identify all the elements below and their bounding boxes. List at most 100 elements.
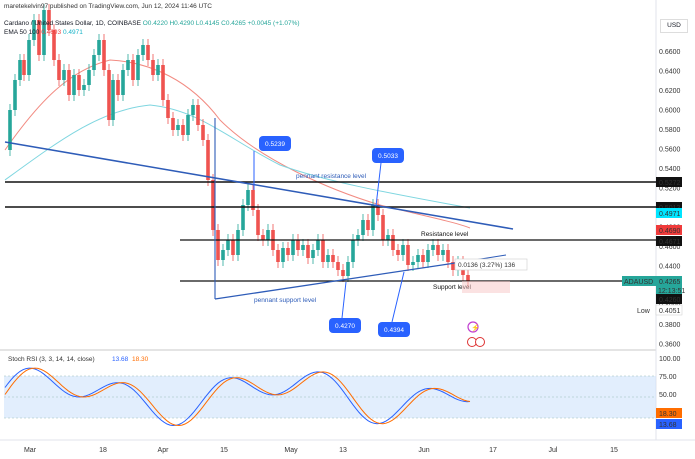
candle-body	[57, 60, 61, 80]
candle-body	[326, 255, 330, 262]
svg-text:18.30: 18.30	[659, 411, 677, 418]
candle-body	[441, 250, 445, 255]
measure-range-shade	[462, 281, 510, 293]
candle-body	[266, 230, 270, 240]
candle-body	[161, 65, 165, 100]
candle-body	[87, 70, 91, 85]
candle-body	[166, 100, 170, 118]
candle-body	[386, 235, 390, 240]
price-tick: 0.5600	[659, 147, 681, 154]
candle-body	[27, 40, 31, 75]
price-tick: 0.6600	[659, 49, 681, 56]
candle-body	[22, 60, 26, 75]
candle-body	[291, 240, 295, 255]
callout-2: 0.5033	[372, 148, 404, 207]
candle-body	[366, 220, 370, 230]
candle-body	[221, 250, 225, 260]
candle-body	[186, 115, 190, 135]
candle-body	[246, 190, 250, 205]
candle-body	[341, 270, 345, 276]
stoch-k-value: 13.68	[112, 356, 129, 363]
us-flag-icon-2[interactable]	[475, 337, 485, 347]
candle-body	[376, 205, 380, 215]
candle-body	[381, 215, 385, 240]
candle-body	[126, 60, 130, 70]
candle-body	[97, 40, 101, 55]
price-tick: 0.4400	[659, 264, 681, 271]
candle-body	[206, 140, 210, 180]
price-tick: 0.3600	[659, 342, 681, 349]
pennant-resistance-line	[4, 141, 514, 230]
candle-body	[421, 255, 425, 262]
measure-box	[454, 258, 528, 271]
price-tick: 0.5800	[659, 127, 681, 134]
candle-body	[67, 70, 71, 95]
candle-body	[301, 245, 305, 250]
support-label: Support level	[433, 284, 471, 291]
candle-body	[191, 105, 195, 115]
pennant-support-label: pennant support level	[254, 297, 317, 304]
candle-body	[241, 205, 245, 230]
candle-body	[261, 235, 265, 240]
ema-100-line	[4, 104, 471, 209]
candle-body	[216, 230, 220, 260]
candle-body	[336, 262, 340, 270]
svg-text:0.5272: 0.5272	[659, 180, 681, 187]
price-tick: 0.5200	[659, 186, 681, 193]
stoch-tick: 100.00	[659, 356, 681, 363]
candle-body	[331, 255, 335, 262]
time-axis: Mar 18 Apr 15 May 13 Jun 17 Jul 15	[24, 447, 618, 454]
candle-body	[151, 60, 155, 75]
lightning-icon[interactable]	[467, 321, 479, 333]
price-tick: 0.5400	[659, 166, 681, 173]
pennant-resistance-label: pennant resistance level	[296, 173, 367, 180]
candle-body	[181, 125, 185, 135]
candle-body	[18, 60, 22, 80]
price-tick: 0.3800	[659, 322, 681, 329]
candle-body	[37, 20, 41, 55]
candle-body	[306, 245, 310, 258]
svg-text:0.4265: 0.4265	[659, 279, 681, 286]
callout-1: 0.5239	[253, 136, 291, 190]
svg-text:0.4270: 0.4270	[335, 323, 355, 330]
candle-body	[276, 250, 280, 262]
symbol-name: Cardano / United States Dollar, 1D, COIN…	[4, 20, 141, 27]
candle-body	[296, 240, 300, 250]
candles	[8, 4, 470, 287]
candle-body	[396, 250, 400, 255]
currency-button[interactable]: USD	[660, 19, 688, 33]
price-label-low: 0.4051	[655, 304, 683, 316]
time-tick: Apr	[158, 447, 170, 454]
candle-body	[92, 55, 96, 70]
candle-body	[211, 180, 215, 230]
stoch-label: Stoch RSI (3, 3, 14, 14, close)	[8, 356, 95, 363]
time-tick: 17	[489, 447, 497, 454]
candle-body	[201, 125, 205, 140]
candle-body	[226, 240, 230, 250]
candle-body	[176, 125, 180, 130]
candle-body	[436, 245, 440, 255]
ema-100-value: 0.4971	[62, 29, 83, 36]
candle-body	[321, 240, 325, 262]
candle-body	[102, 40, 106, 70]
stoch-d-line	[4, 367, 471, 427]
svg-text:0.4260: 0.4260	[659, 297, 681, 304]
candle-body	[136, 55, 140, 80]
stoch-tick: 50.00	[659, 392, 677, 399]
candle-body	[121, 70, 125, 95]
candle-body	[42, 10, 46, 55]
candle-body	[231, 240, 235, 255]
candle-body	[47, 10, 51, 30]
svg-text:13.68: 13.68	[659, 422, 677, 429]
candle-body	[52, 30, 56, 60]
candle-body	[466, 275, 470, 281]
candle-body	[391, 235, 395, 250]
price-tick: 0.4600	[659, 244, 681, 251]
candle-body	[196, 105, 200, 125]
candle-body	[356, 235, 360, 240]
time-tick: 15	[610, 447, 618, 454]
price-label-current: 0.4265 12:13:51	[656, 276, 685, 295]
candle-body	[401, 245, 405, 255]
